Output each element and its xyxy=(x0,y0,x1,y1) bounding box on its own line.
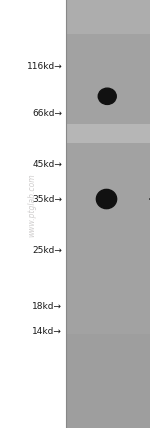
Bar xyxy=(66,124,150,143)
Text: 66kd→: 66kd→ xyxy=(32,109,62,118)
Bar xyxy=(66,334,150,428)
Ellipse shape xyxy=(98,88,116,104)
Text: 25kd→: 25kd→ xyxy=(32,246,62,255)
Text: 116kd→: 116kd→ xyxy=(27,62,62,71)
Ellipse shape xyxy=(96,189,117,208)
Bar xyxy=(66,0,150,34)
Text: 18kd→: 18kd→ xyxy=(32,301,62,311)
Text: 45kd→: 45kd→ xyxy=(32,160,62,169)
Text: 35kd→: 35kd→ xyxy=(32,194,62,204)
Bar xyxy=(66,0,150,428)
Text: 14kd→: 14kd→ xyxy=(32,327,62,336)
Text: www.ptglab.com: www.ptglab.com xyxy=(27,174,36,237)
